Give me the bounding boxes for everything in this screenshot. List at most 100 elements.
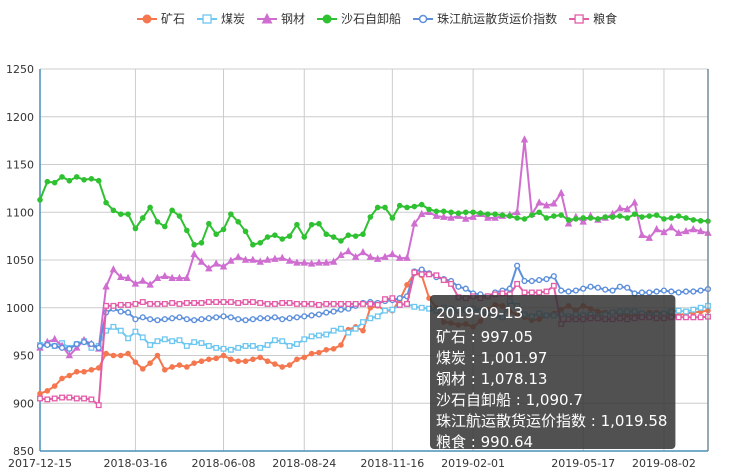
data-point xyxy=(440,212,448,220)
data-point xyxy=(557,188,565,196)
data-point xyxy=(59,375,65,382)
data-point xyxy=(88,396,95,403)
data-point xyxy=(345,329,352,336)
data-point xyxy=(396,301,403,308)
data-point xyxy=(241,255,250,263)
data-point xyxy=(228,211,234,217)
data-point xyxy=(565,288,572,295)
data-point xyxy=(623,204,631,213)
data-point xyxy=(110,323,117,330)
data-point xyxy=(191,241,197,248)
data-point xyxy=(147,342,154,348)
data-point xyxy=(110,207,117,214)
data-point xyxy=(316,349,322,356)
data-point xyxy=(257,354,264,361)
data-point xyxy=(382,204,388,211)
data-point xyxy=(95,177,102,184)
data-point xyxy=(73,174,80,180)
data-point xyxy=(382,296,388,303)
data-point xyxy=(88,340,95,348)
data-point xyxy=(51,179,58,186)
data-point xyxy=(536,289,543,296)
tooltip-row-sep: : xyxy=(511,391,526,409)
data-point xyxy=(389,306,396,313)
data-point xyxy=(264,315,271,322)
data-point xyxy=(477,210,484,217)
data-point xyxy=(433,272,440,279)
tooltip-row-value: 1,090.7 xyxy=(526,391,583,409)
data-point xyxy=(609,214,616,220)
data-point xyxy=(139,215,146,221)
data-point xyxy=(205,299,212,305)
data-point xyxy=(433,208,440,215)
data-point xyxy=(257,240,264,246)
data-point xyxy=(161,271,169,280)
data-point xyxy=(675,289,682,296)
data-point xyxy=(249,255,257,263)
legend-marker xyxy=(142,14,152,24)
data-point xyxy=(558,287,565,294)
y-tick-label: 1250 xyxy=(6,63,34,76)
data-point xyxy=(272,232,278,238)
data-point xyxy=(205,342,212,349)
data-point xyxy=(638,230,646,238)
data-point xyxy=(161,316,168,323)
data-point xyxy=(271,254,279,262)
data-point xyxy=(139,314,146,321)
legend-label: 珠江航运散货运价指数 xyxy=(437,11,557,26)
tooltip-row-value: 1,078.13 xyxy=(481,370,548,388)
data-point xyxy=(279,236,286,242)
data-point xyxy=(279,316,286,323)
data-point xyxy=(667,223,676,231)
data-point xyxy=(682,288,690,295)
data-point xyxy=(293,314,301,321)
data-point xyxy=(279,364,286,370)
data-point xyxy=(652,225,661,233)
data-point xyxy=(161,367,168,373)
data-point xyxy=(51,395,58,402)
tooltip-row-label: 矿石 xyxy=(436,328,466,346)
data-point xyxy=(212,259,220,267)
data-point xyxy=(432,211,441,219)
tooltip-row-label: 粮食 xyxy=(436,433,466,451)
data-point xyxy=(564,219,573,227)
tooltip: 2019-09-13 矿石 : 997.05 煤炭 : 1,001.97 钢材 : 1… xyxy=(430,69,709,451)
data-point xyxy=(249,342,256,349)
data-point xyxy=(264,342,271,348)
data-point xyxy=(125,211,131,217)
data-point xyxy=(169,338,176,345)
y-tick-label: 1150 xyxy=(6,159,34,172)
tooltip-row: 矿石 : 997.05 xyxy=(436,328,533,346)
data-point xyxy=(235,300,242,306)
data-point xyxy=(529,212,535,218)
data-point xyxy=(301,234,308,240)
tooltip-row-sep: : xyxy=(466,370,481,388)
legend-label: 沙石自卸船 xyxy=(341,11,401,26)
tooltip-title: 2019-09-13 xyxy=(436,304,523,322)
data-point xyxy=(389,295,396,302)
data-point xyxy=(675,213,682,219)
data-point xyxy=(205,315,212,322)
data-point xyxy=(197,257,206,265)
legend-item-2: 钢材 xyxy=(257,12,305,26)
data-point xyxy=(66,345,73,352)
data-point xyxy=(73,395,80,402)
data-point xyxy=(351,252,360,260)
data-point xyxy=(257,315,264,322)
data-point xyxy=(330,308,337,315)
data-point xyxy=(286,342,293,349)
data-point xyxy=(668,288,675,295)
data-point xyxy=(131,279,140,287)
y-tick-label: 1000 xyxy=(6,302,34,315)
data-point xyxy=(323,300,330,307)
data-point xyxy=(271,314,279,321)
data-point xyxy=(417,209,426,217)
data-point xyxy=(410,219,419,227)
data-point xyxy=(690,288,697,295)
data-point xyxy=(58,344,66,351)
data-point xyxy=(542,201,551,209)
data-point xyxy=(227,299,234,305)
tooltip-row-label: 煤炭 xyxy=(436,349,466,367)
data-point xyxy=(219,262,228,270)
